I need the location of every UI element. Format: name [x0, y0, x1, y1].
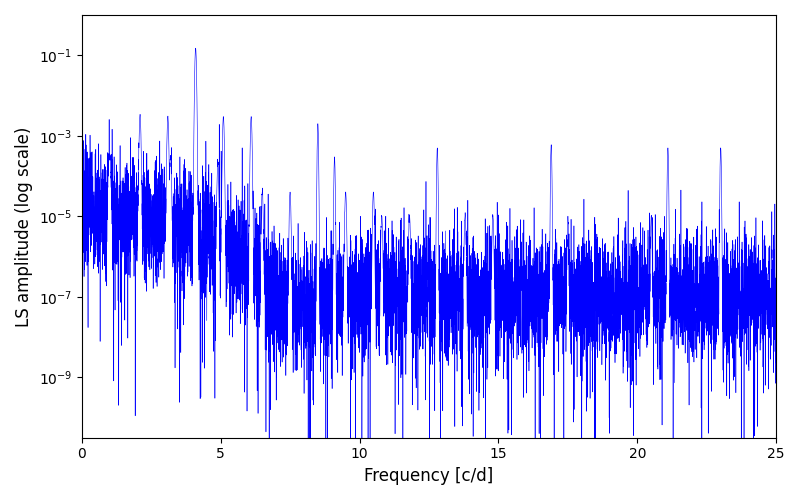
Y-axis label: LS amplitude (log scale): LS amplitude (log scale)	[15, 126, 33, 326]
X-axis label: Frequency [c/d]: Frequency [c/d]	[364, 467, 494, 485]
